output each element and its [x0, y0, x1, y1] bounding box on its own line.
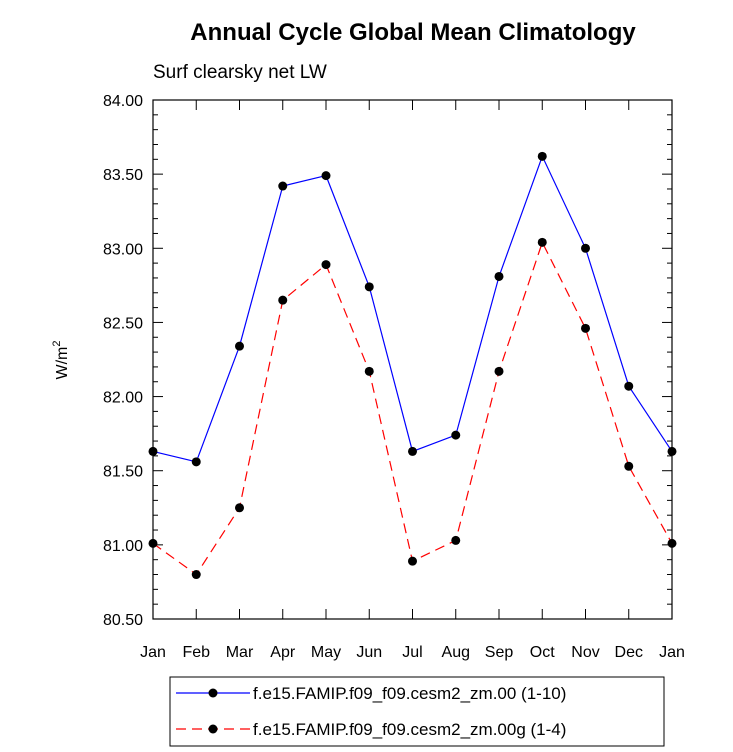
series-1-point: [537, 151, 547, 161]
x-tick-label: Apr: [270, 644, 296, 661]
y-axis-label-text: W/m: [54, 347, 71, 380]
series-2-point: [321, 260, 331, 270]
x-tick-label: Jun: [356, 644, 382, 661]
series-2-point: [408, 556, 417, 566]
series-1-point: [581, 243, 590, 253]
series-line-2: [152, 240, 673, 576]
series-1-point: [235, 341, 244, 351]
svg-text:W/m2: W/m2: [51, 341, 71, 380]
series-1-point: [321, 171, 331, 181]
x-tick-label: Oct: [530, 644, 555, 661]
series-2-point: [494, 366, 504, 376]
y-tick-label: 82.00: [103, 390, 143, 407]
chart-subtitle: Surf clearsky net LW: [153, 62, 327, 83]
series-1-point: [408, 446, 417, 456]
y-tick-label: 84.00: [103, 93, 143, 110]
x-tick-label: Sep: [485, 644, 514, 661]
y-axis-label-superscript: 2: [51, 341, 63, 347]
x-tick-label: Jan: [140, 644, 166, 661]
x-tick-label: Mar: [226, 644, 254, 661]
series-2-point: [364, 366, 374, 376]
x-tick-label: Jan: [659, 644, 685, 661]
x-tick-label: Nov: [571, 644, 599, 661]
y-tick-label: 82.50: [103, 315, 143, 332]
plot-frame: [152, 99, 673, 620]
legend-box: [169, 676, 665, 747]
series-2-point: [624, 461, 634, 471]
legend: f.e15.FAMIP.f09_f09.cesm2_zm.00 (1-10) f.…: [169, 676, 665, 747]
legend-label-2: f.e15.FAMIP.f09_f09.cesm2_zm.00g (1-4): [253, 720, 566, 739]
series-1-point: [364, 282, 374, 292]
axis-ticks: [152, 99, 673, 620]
x-tick-label: Dec: [615, 644, 643, 661]
chart-title: Annual Cycle Global Mean Climatology: [190, 19, 636, 46]
series-2-point: [581, 323, 590, 333]
series-2-point: [451, 535, 461, 545]
x-tick-label: Aug: [442, 644, 470, 661]
series-2-point: [235, 503, 244, 513]
y-tick-label: 83.00: [103, 241, 143, 258]
legend-marker-2: [208, 724, 218, 734]
series-2-point: [537, 237, 547, 247]
legend-marker-1: [208, 688, 218, 698]
series-line-1: [152, 154, 673, 463]
x-tick-label: Feb: [182, 644, 210, 661]
series-layer: [148, 151, 677, 580]
y-tick-label: 81.50: [103, 464, 143, 481]
x-tick-label: May: [311, 644, 341, 661]
series-1-point: [624, 381, 634, 391]
series-2-point: [278, 295, 288, 305]
series-1-point: [191, 457, 201, 467]
series-2-point: [191, 570, 201, 580]
series-1-point: [451, 430, 461, 440]
y-axis-label: W/m2: [51, 341, 71, 380]
series-1-point: [494, 271, 504, 281]
y-tick-label: 80.50: [103, 612, 143, 629]
y-tick-label: 81.00: [103, 538, 143, 555]
y-tick-label: 83.50: [103, 167, 143, 184]
legend-label-1: f.e15.FAMIP.f09_f09.cesm2_zm.00 (1-10): [253, 684, 566, 703]
series-1-point: [278, 181, 288, 191]
x-tick-label: Jul: [402, 644, 422, 661]
axis-tick-labels: 80.50 81.00 81.50 82.00 82.50 83.00 83.50 84.00…: [103, 93, 685, 661]
